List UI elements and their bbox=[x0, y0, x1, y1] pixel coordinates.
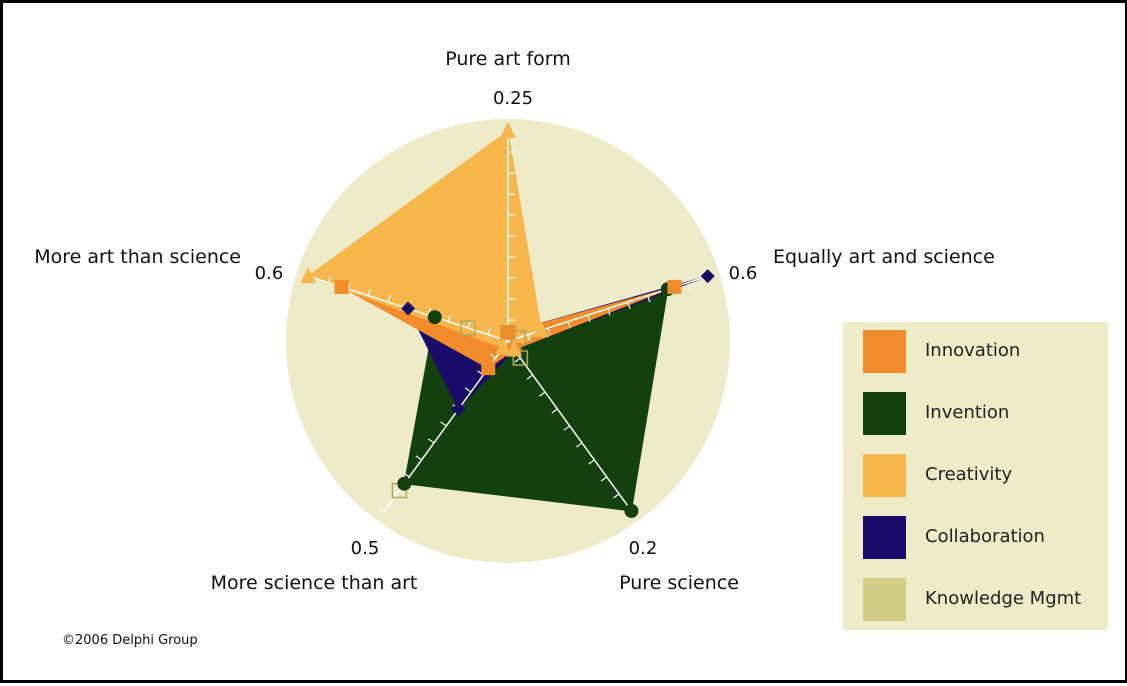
axis-tick bbox=[489, 353, 497, 359]
axis-tick bbox=[567, 321, 571, 329]
axis-tick bbox=[547, 327, 551, 335]
axis-title-pure-art-form: Pure art form bbox=[445, 48, 571, 70]
copyright-text: ©2006 Delphi Group bbox=[62, 633, 198, 648]
axis-tick bbox=[551, 408, 558, 414]
axis-tick bbox=[447, 314, 451, 322]
axis-tick bbox=[539, 391, 546, 397]
data-point-invention bbox=[427, 310, 442, 325]
axis-title-pure-science: Pure science bbox=[619, 572, 739, 594]
axis-tick bbox=[327, 275, 331, 283]
axis-tick bbox=[576, 442, 583, 448]
data-point-invention bbox=[397, 476, 412, 491]
data-point-creativity bbox=[533, 321, 550, 338]
axis-tick bbox=[526, 374, 534, 380]
legend-swatch-knowledge-mgmt bbox=[863, 578, 906, 621]
data-point-collaboration bbox=[451, 401, 466, 416]
legend-label-collaboration: Collaboration bbox=[925, 526, 1045, 547]
axis-tick bbox=[427, 308, 431, 316]
marker-layer bbox=[300, 122, 715, 518]
axis-tick bbox=[588, 459, 595, 465]
axis-tick bbox=[467, 321, 471, 329]
axis-title-more-science-than-art: More science than art bbox=[211, 572, 418, 594]
axis-tick bbox=[378, 506, 385, 512]
legend-item-collaboration: Collaboration bbox=[863, 516, 1103, 560]
legend-label-invention: Invention bbox=[925, 402, 1010, 423]
legend-item-creativity: Creativity bbox=[863, 454, 1103, 498]
data-point-innovation bbox=[334, 279, 349, 294]
data-point-creativity bbox=[506, 340, 523, 357]
axis-tick bbox=[600, 476, 608, 482]
axis-tick bbox=[440, 421, 447, 427]
legend-label-creativity: Creativity bbox=[925, 464, 1013, 485]
axis-tick bbox=[627, 301, 631, 309]
axis-tick bbox=[403, 472, 410, 478]
axis-tick bbox=[613, 493, 620, 499]
axis-tick bbox=[387, 295, 391, 303]
data-point-creativity bbox=[300, 267, 317, 284]
axis-tick bbox=[464, 387, 472, 393]
axis-title-equally-art-and-science: Equally art and science bbox=[773, 246, 995, 268]
data-point-collaboration bbox=[700, 269, 715, 284]
legend-item-knowledge-mgmt: Knowledge Mgmt bbox=[863, 578, 1103, 622]
axis-tick bbox=[607, 308, 611, 316]
axis-label-layer: Pure art form 0.25 Equally art and science… bbox=[34, 48, 995, 594]
legend-label-innovation: Innovation bbox=[925, 340, 1021, 361]
axis-tick bbox=[587, 314, 591, 322]
axis-tick bbox=[563, 425, 571, 431]
data-point-collaboration bbox=[401, 301, 416, 316]
legend: Innovation Invention Creativity Collabor… bbox=[843, 322, 1108, 630]
data-point-knowledge-mgmt bbox=[460, 320, 476, 336]
axis-max-label-pure-art-form: 0.25 bbox=[493, 88, 533, 109]
legend-swatch-collaboration bbox=[863, 516, 906, 559]
axis-tick bbox=[687, 282, 691, 290]
legend-swatch-innovation bbox=[863, 330, 906, 373]
axis-tick bbox=[487, 327, 491, 335]
axis-tick bbox=[347, 282, 351, 290]
legend-swatch-invention bbox=[863, 392, 906, 435]
data-point-invention bbox=[624, 503, 639, 518]
axis-max-label-pure-science: 0.2 bbox=[629, 538, 658, 559]
axis-max-label-equally-art-and-science: 0.6 bbox=[729, 263, 758, 284]
data-point-creativity bbox=[500, 122, 516, 138]
axis-max-label-more-science-than-art: 0.5 bbox=[351, 538, 380, 559]
legend-label-knowledge-mgmt: Knowledge Mgmt bbox=[925, 588, 1082, 609]
axis-tick bbox=[514, 357, 521, 363]
legend-item-invention: Invention bbox=[863, 392, 1103, 436]
axis-title-more-art-than-science: More art than science bbox=[34, 246, 241, 268]
radar-chart: Pure art form 0.25 Equally art and science… bbox=[34, 48, 995, 594]
axis-max-label-more-art-than-science: 0.6 bbox=[255, 263, 284, 284]
data-point-creativity bbox=[495, 338, 512, 355]
axis-tick bbox=[527, 334, 531, 342]
legend-item-innovation: Innovation bbox=[863, 330, 1103, 374]
axis-tick bbox=[415, 455, 422, 461]
axis-tick bbox=[647, 295, 651, 303]
axis-tick bbox=[427, 438, 435, 444]
data-point-innovation bbox=[501, 325, 515, 340]
axis-tick bbox=[367, 288, 371, 296]
data-point-innovation bbox=[481, 361, 496, 376]
legend-swatch-creativity bbox=[863, 454, 906, 497]
data-point-innovation bbox=[667, 279, 682, 294]
